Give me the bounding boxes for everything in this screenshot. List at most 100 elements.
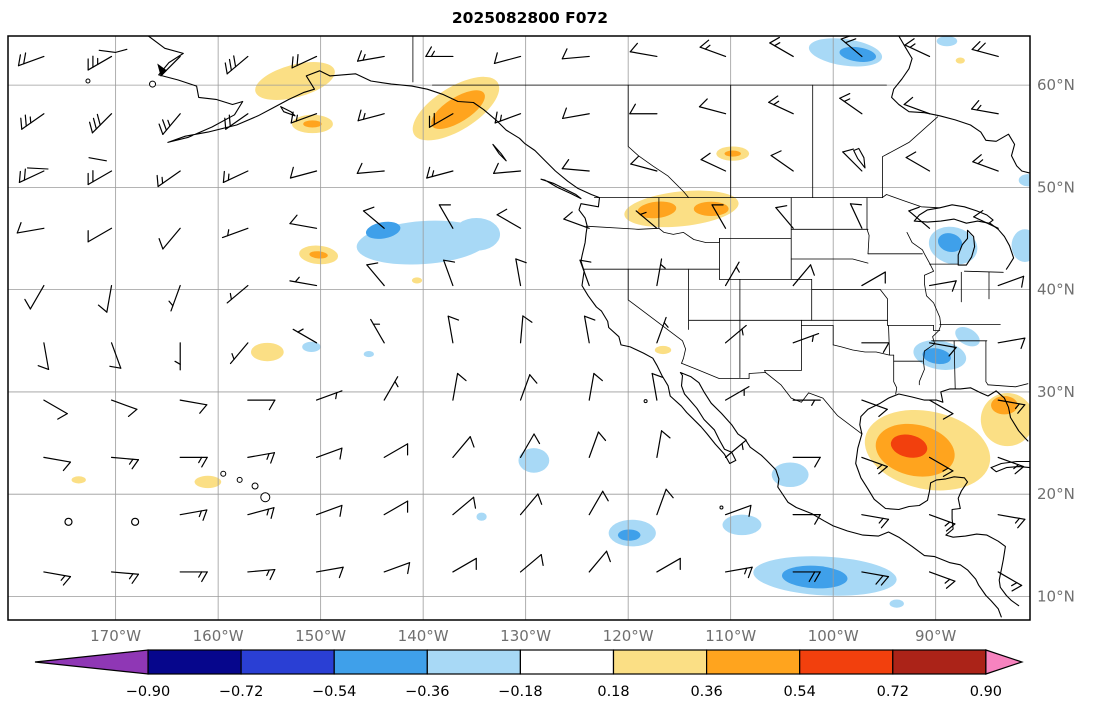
wind-barb-half — [168, 300, 174, 307]
wind-barb-half — [266, 508, 270, 516]
wind-barb-full — [540, 553, 544, 567]
wind-barb-staff — [635, 210, 658, 229]
wind-barb-full — [20, 117, 23, 130]
wind-barb-staff — [452, 372, 459, 401]
wind-barb-full — [660, 430, 671, 439]
wind-barb-half — [227, 173, 230, 181]
wind-barb-staff — [370, 318, 385, 344]
wind-barb-staff — [494, 113, 522, 124]
wind-barb-full — [16, 222, 22, 234]
wind-barb-half — [1013, 464, 1020, 470]
island — [260, 492, 271, 503]
border-line — [985, 340, 989, 386]
wind-barb-staff — [447, 315, 454, 344]
wind-barb-staff — [106, 284, 113, 313]
anomaly-region — [722, 514, 762, 536]
wind-barb-staff — [928, 456, 954, 472]
wind-barb-full — [1011, 584, 1023, 592]
wind-barb-full — [747, 566, 753, 579]
coastline — [540, 178, 582, 200]
wind-barb-staff — [770, 154, 794, 172]
wind-barb-staff — [588, 550, 608, 573]
wind-barb-staff — [997, 571, 1023, 587]
wind-barb-full — [951, 280, 957, 292]
wind-barb-half — [811, 399, 816, 406]
wind-barb-staff — [43, 456, 72, 463]
border-line — [790, 258, 869, 264]
wind-barb-full — [472, 496, 477, 509]
wind-barb-staff — [724, 504, 752, 516]
wind-barb-full — [945, 580, 956, 589]
island — [251, 482, 259, 490]
wind-barb-full — [665, 488, 674, 499]
wind-barb-full — [942, 413, 954, 420]
wind-barb-staff — [428, 113, 454, 128]
wind-barb-staff — [904, 44, 931, 58]
wind-barb-half — [876, 464, 883, 470]
wind-barb-staff — [356, 170, 385, 174]
wind-barb-full — [493, 52, 498, 65]
wind-barb-staff — [724, 324, 747, 344]
wind-barb-half — [174, 360, 181, 365]
wind-barb-full — [769, 36, 780, 44]
wind-barb-staff — [971, 48, 999, 58]
wind-barb-half — [295, 114, 298, 122]
island — [149, 80, 157, 88]
colorbar-tick-labels: −0.90 −0.72 −0.54 −0.36 −0.18 0.18 0.36 0.54 0.7… — [126, 684, 1002, 700]
wind-barb-half — [227, 229, 230, 237]
wind-barb-full — [156, 174, 159, 188]
wind-barb-staff — [29, 284, 45, 310]
wind-barb-half — [229, 292, 232, 300]
wind-barb-full — [875, 575, 884, 585]
wind-barb-full — [24, 114, 27, 127]
latitude-tick-label: 20°N — [1037, 485, 1075, 503]
wind-barb-staff — [87, 55, 113, 71]
border-line — [893, 354, 898, 395]
island — [719, 505, 724, 510]
wind-barb-staff — [711, 204, 727, 229]
wind-barb-staff — [452, 436, 471, 458]
wind-barb-staff — [157, 170, 181, 188]
wind-barb-full — [561, 159, 570, 170]
wind-barb-staff — [928, 280, 957, 287]
wind-barb-full — [296, 53, 299, 67]
wind-barb-full — [814, 456, 821, 468]
wind-barb-full — [880, 518, 890, 529]
colorbar-tick-label: 0.72 — [877, 684, 909, 700]
wind-barb-staff — [221, 227, 249, 239]
wind-barb-staff — [17, 55, 45, 67]
colorbar-segment — [240, 649, 335, 675]
wind-barb-staff — [247, 507, 275, 516]
anomaly-region — [955, 57, 965, 64]
wind-barb-full — [515, 258, 527, 264]
wind-barb-full — [426, 166, 431, 179]
wind-barb-full — [842, 148, 855, 153]
calm-wind-circle — [64, 517, 73, 526]
wind-barb-full — [228, 114, 231, 127]
wind-barb-staff — [493, 55, 522, 65]
wind-barb-full — [973, 209, 984, 218]
wind-barb-half — [944, 521, 951, 527]
wind-barb-staff — [247, 452, 276, 458]
wind-barb-staff — [972, 161, 999, 172]
wind-barb-full — [1014, 466, 1025, 475]
wind-barb-staff — [383, 500, 409, 516]
wind-barb-staff — [519, 315, 524, 344]
wind-barb-half — [231, 353, 235, 360]
colorbar-segment — [333, 649, 428, 675]
wind-barb-staff — [43, 342, 50, 371]
wind-barb-full — [593, 372, 603, 382]
wind-barb-staff — [226, 55, 249, 75]
wind-barb-full — [291, 56, 294, 69]
wind-barb-staff — [997, 337, 1026, 344]
wind-barb-full — [629, 103, 636, 115]
wind-barb-full — [563, 211, 573, 220]
wind-barb-full — [224, 62, 228, 75]
wind-barb-full — [976, 42, 986, 52]
wind-barb-full — [579, 259, 592, 263]
wind-barb-half — [60, 575, 66, 581]
anomaly-region — [889, 599, 904, 608]
wind-barb-staff — [519, 493, 539, 516]
anomaly-region — [637, 201, 677, 219]
wind-barb-staff — [579, 259, 590, 287]
